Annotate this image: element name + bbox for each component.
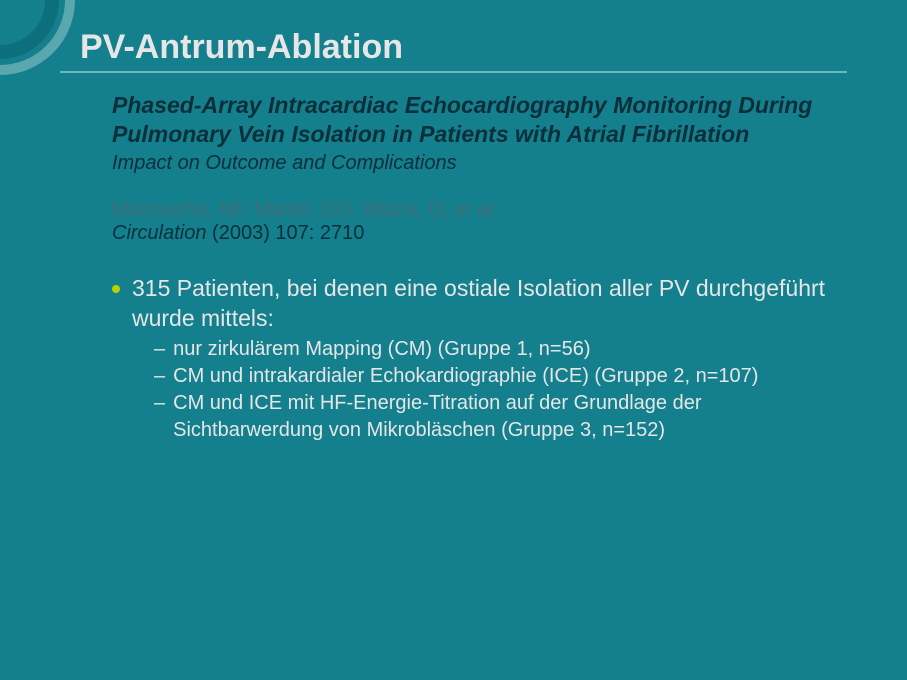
reference-block: Phased-Array Intracardiac Echocardiograp… [112,91,827,245]
content-block: 315 Patienten, bei denen eine ostiale Is… [112,273,837,444]
bullet-dot-icon [112,285,120,293]
reference-subtitle: Impact on Outcome and Complications [112,152,827,175]
dash-icon: – [154,363,165,389]
sub-text: nur zirkulärem Mapping (CM) (Gruppe 1, n… [173,336,590,362]
dash-icon: – [154,390,165,416]
sub-text: CM und intrakardialer Echokardiographie … [173,363,758,389]
dash-icon: – [154,336,165,362]
sub-item: – CM und ICE mit HF-Energie-Titration au… [154,390,837,443]
slide-title: PV-Antrum-Ablation [80,28,847,67]
bullet-text: 315 Patienten, bei denen eine ostiale Is… [132,273,837,334]
title-underline [60,71,847,73]
sub-list: – nur zirkulärem Mapping (CM) (Gruppe 1,… [154,336,837,444]
reference-journal: Circulation (2003) 107: 2710 [112,222,827,245]
slide-container: PV-Antrum-Ablation Phased-Array Intracar… [0,0,907,680]
bullet-body: 315 Patienten, bei denen eine ostiale Is… [132,273,837,444]
sub-item: – CM und intrakardialer Echokardiographi… [154,363,837,389]
sub-item: – nur zirkulärem Mapping (CM) (Gruppe 1,… [154,336,837,362]
reference-title: Phased-Array Intracardiac Echocardiograp… [112,91,827,150]
sub-text: CM und ICE mit HF-Energie-Titration auf … [173,390,837,443]
journal-name: Circulation [112,222,206,244]
bullet-item: 315 Patienten, bei denen eine ostiale Is… [112,273,837,444]
reference-authors: Marrouche, NF, Martin, DO, Wazni, O, et … [112,199,827,222]
citation-tail: (2003) 107: 2710 [206,222,364,244]
